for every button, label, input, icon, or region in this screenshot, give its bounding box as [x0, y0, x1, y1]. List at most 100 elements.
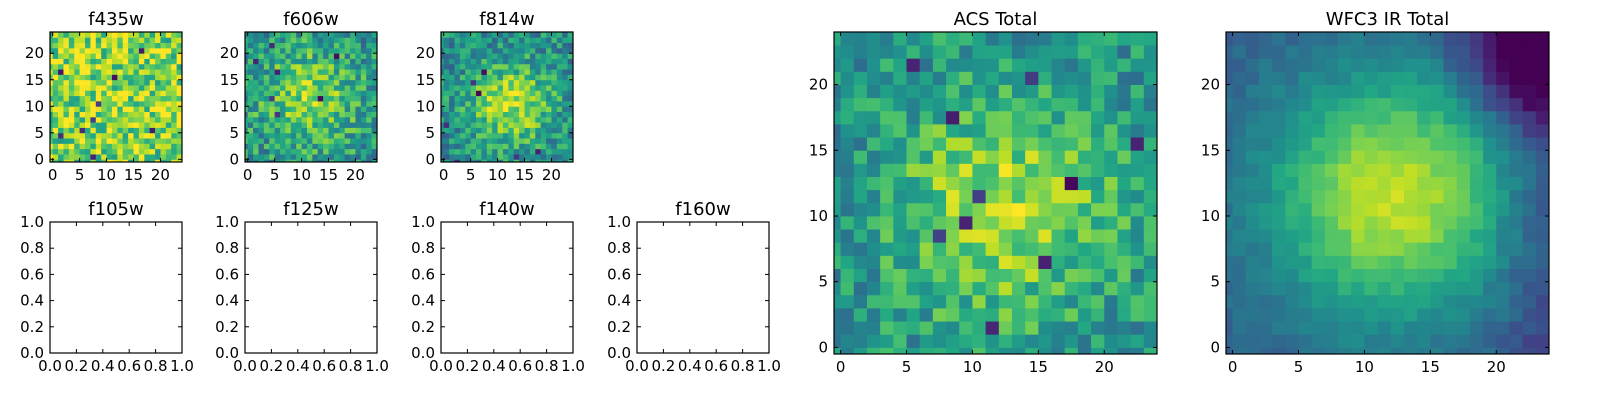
pixel	[562, 122, 569, 128]
pixel	[58, 138, 64, 144]
pixel	[171, 116, 178, 123]
pixel	[58, 58, 64, 65]
pixel	[1011, 32, 1026, 46]
pixel	[866, 32, 881, 46]
pixel	[366, 111, 373, 118]
pixel	[95, 42, 102, 49]
pixel	[371, 132, 378, 139]
pixel	[1443, 321, 1458, 335]
pixel	[323, 159, 329, 163]
pixel	[355, 154, 362, 160]
pixel	[1483, 294, 1497, 309]
pixel	[122, 58, 129, 65]
pixel	[245, 122, 249, 128]
pixel	[1535, 321, 1550, 335]
pixel	[1403, 242, 1418, 256]
pixel	[1430, 334, 1444, 348]
pixel	[317, 74, 324, 81]
pixel	[1338, 242, 1352, 256]
pixel	[253, 159, 259, 163]
pixel	[333, 122, 340, 128]
pixel	[285, 116, 292, 123]
pixel	[344, 100, 351, 107]
pixel	[497, 122, 504, 128]
pixel	[58, 148, 64, 155]
pixel	[339, 42, 346, 49]
pixel	[371, 63, 378, 70]
pixel	[1064, 229, 1079, 243]
pixel	[269, 85, 276, 91]
pixel	[1232, 124, 1247, 138]
pixel	[1298, 321, 1313, 335]
pixel	[350, 122, 356, 128]
pixel	[90, 132, 97, 139]
x-tick-label: 1.0	[561, 357, 585, 375]
pixel	[551, 42, 558, 49]
pixel	[492, 53, 498, 59]
pixel	[1051, 294, 1066, 309]
pixel	[1064, 255, 1079, 269]
pixel	[133, 90, 140, 97]
pixel	[68, 154, 75, 160]
pixel	[853, 281, 868, 296]
pixel	[508, 122, 515, 128]
pixel	[101, 132, 107, 139]
pixel	[344, 154, 351, 160]
pixel	[1522, 32, 1537, 46]
pixel	[1064, 294, 1079, 309]
pixel	[160, 154, 167, 160]
pixel	[160, 42, 167, 49]
pixel	[946, 32, 960, 46]
pixel	[1496, 294, 1510, 309]
pixel	[355, 111, 362, 118]
pixel	[1522, 58, 1537, 72]
pixel	[1390, 110, 1405, 125]
pixel	[513, 132, 520, 139]
pixel	[1130, 97, 1145, 112]
pixel	[519, 53, 525, 59]
pixel	[165, 106, 172, 112]
pixel	[465, 85, 472, 91]
pixel	[52, 63, 59, 70]
pixel	[258, 95, 265, 102]
pixel	[149, 53, 156, 59]
pixel	[1456, 347, 1471, 355]
axes-frame	[244, 31, 378, 163]
pixel	[106, 148, 113, 155]
pixel	[360, 143, 367, 150]
pixel	[1298, 255, 1313, 269]
pixel	[880, 347, 894, 355]
pixel	[459, 127, 466, 134]
pixel	[50, 74, 54, 81]
pixel	[247, 116, 254, 123]
pixel	[339, 143, 346, 150]
pixel	[1483, 229, 1497, 243]
pixel	[155, 79, 161, 86]
pixel	[263, 122, 270, 128]
pixel	[519, 90, 525, 97]
pixel	[567, 32, 574, 38]
pixel	[1258, 308, 1273, 322]
pixel	[106, 154, 113, 160]
pixel	[323, 63, 329, 70]
pixel	[1130, 110, 1145, 125]
pixel	[360, 116, 367, 123]
pixel	[1390, 150, 1405, 164]
pixel	[280, 53, 286, 59]
pixel	[893, 32, 907, 46]
pixel	[1351, 189, 1365, 204]
pixel	[258, 148, 265, 155]
pixel	[1117, 163, 1132, 177]
pixel	[138, 79, 145, 86]
pixel	[1496, 216, 1510, 230]
pixel	[323, 47, 329, 54]
pixel	[524, 79, 531, 86]
pixel	[63, 111, 70, 118]
pixel	[513, 106, 520, 112]
pixel	[323, 127, 329, 134]
pixel	[513, 138, 520, 144]
pixel	[454, 106, 461, 112]
pixel	[1324, 334, 1339, 348]
pixel	[1509, 150, 1524, 164]
